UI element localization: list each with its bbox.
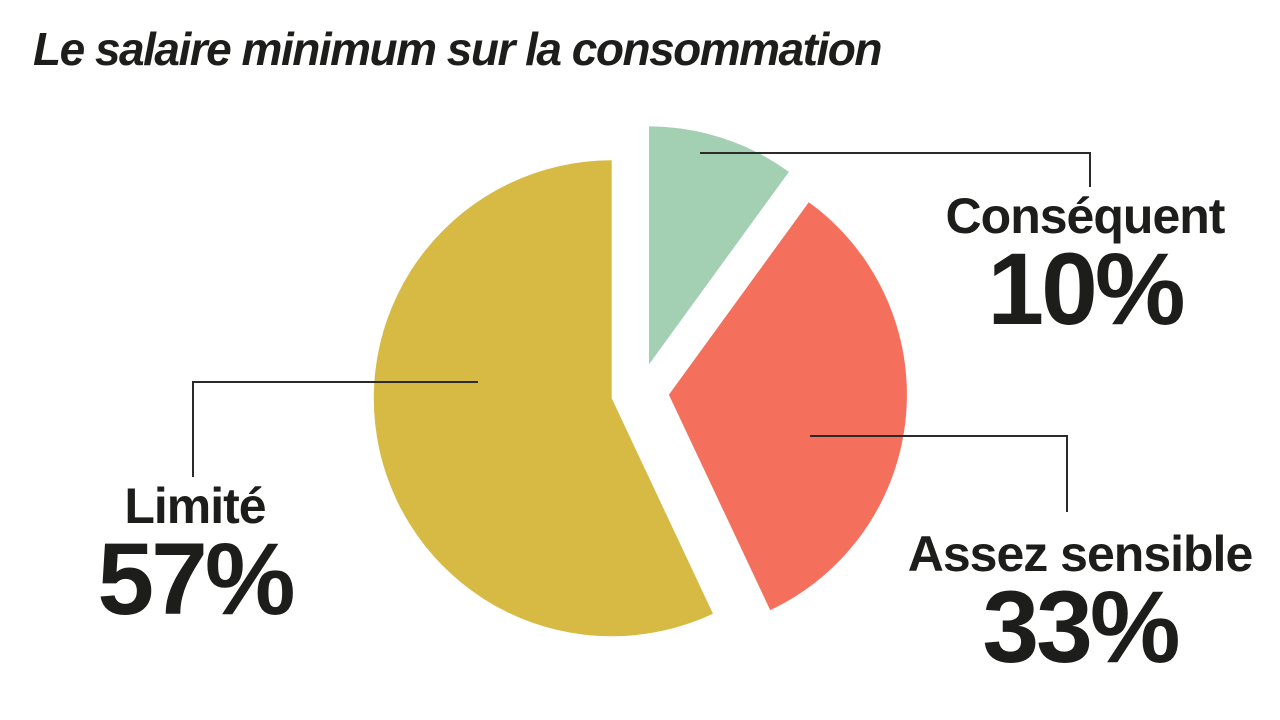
callout-limite-label: Limité xyxy=(124,478,266,534)
callout-consequent: Conséquent 10% xyxy=(920,188,1250,346)
leader-line-consequent xyxy=(700,152,1091,187)
callout-assez-sensible-label: Assez sensible xyxy=(907,526,1254,582)
pie-slices xyxy=(373,126,907,637)
callout-limite: Limité 57% xyxy=(40,478,350,636)
callout-assez-sensible: Assez sensible 33% xyxy=(905,526,1255,684)
pie-slice-limite xyxy=(373,160,713,637)
pie-slice-consequent xyxy=(649,126,789,365)
callout-consequent-label: Conséquent xyxy=(945,188,1226,244)
callout-assez-sensible-value: 33% xyxy=(982,569,1180,684)
leader-line-assez-sensible xyxy=(810,435,1068,512)
pie-slice-assez-sensible xyxy=(668,202,907,611)
callout-consequent-value: 10% xyxy=(987,231,1185,346)
chart-title: Le salaire minimum sur la consommation xyxy=(33,23,882,75)
leader-line-limite xyxy=(192,381,478,477)
callout-limite-value: 57% xyxy=(97,521,295,636)
